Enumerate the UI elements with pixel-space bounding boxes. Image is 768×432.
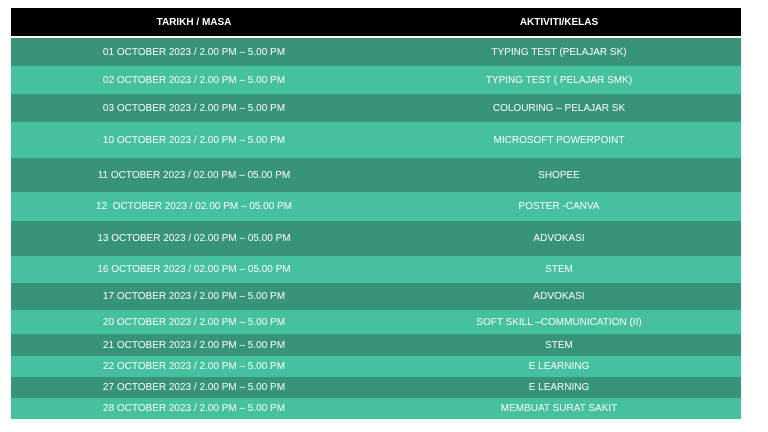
activity-cell: COLOURING – PELAJAR SK — [492, 102, 626, 114]
header-cell: AKTIVITI/KELAS — [519, 16, 599, 28]
activity-cell: E LEARNING — [528, 361, 590, 372]
date-cell: 20 OCTOBER 2023 / 2.00 PM – 5.00 PM — [102, 316, 286, 328]
activity-cell: TYPING TEST ( PELAJAR SMK) — [485, 74, 633, 86]
table-row: 12 OCTOBER 2023 / 02.00 PM – 05.00 PM POS… — [11, 192, 741, 221]
table-row: 21 OCTOBER 2023 / 2.00 PM – 5.00 PM STEM — [11, 334, 741, 356]
activity-cell: STEM — [545, 339, 573, 351]
date-cell: 27 OCTOBER 2023 / 2.00 PM – 5.00 PM — [102, 382, 286, 393]
activity-cell: SOFT SKILL –COMMUNICATION (II) — [476, 316, 642, 328]
table-row: 13 OCTOBER 2023 / 02.00 PM – 05.00 PM ADV… — [11, 221, 741, 256]
date-cell: 13 OCTOBER 2023 / 02.00 PM – 05.00 PM — [97, 233, 291, 244]
table-row: 27 OCTOBER 2023 / 2.00 PM – 5.00 PM E LEA… — [11, 377, 741, 398]
date-cell: 21 OCTOBER 2023 / 2.00 PM – 5.00 PM — [102, 339, 286, 351]
table-row: 03 OCTOBER 2023 / 2.00 PM – 5.00 PM COLOU… — [11, 94, 741, 122]
date-cell: 02 OCTOBER 2023 / 2.00 PM – 5.00 PM — [102, 74, 286, 86]
table-row: 22 OCTOBER 2023 / 2.00 PM – 5.00 PM E LEA… — [11, 356, 741, 377]
table-row: 16 OCTOBER 2023 / 02.00 PM – 05.00 PM STE… — [11, 256, 741, 283]
activity-cell: ADVOKASI — [533, 233, 585, 244]
date-cell: 01 OCTOBER 2023 / 2.00 PM – 5.00 PM — [102, 46, 286, 58]
table-row: 10 OCTOBER 2023 / 2.00 PM – 5.00 PM MICRO… — [11, 122, 741, 158]
activity-cell: E LEARNING — [528, 382, 590, 393]
table-row: 20 OCTOBER 2023 / 2.00 PM – 5.00 PM SOFT … — [11, 310, 741, 334]
table-row: 17 OCTOBER 2023 / 2.00 PM – 5.00 PM ADVOK… — [11, 283, 741, 310]
activity-cell: TYPING TEST (PELAJAR SK) — [491, 46, 627, 58]
date-cell: 17 OCTOBER 2023 / 2.00 PM – 5.00 PM — [102, 291, 286, 302]
date-cell: 03 OCTOBER 2023 / 2.00 PM – 5.00 PM — [102, 102, 286, 114]
activity-cell: STEM — [545, 264, 573, 275]
date-cell: 12 OCTOBER 2023 / 02.00 PM – 05.00 PM — [95, 201, 293, 212]
table-row: 01 OCTOBER 2023 / 2.00 PM – 5.00 PM TYPIN… — [11, 38, 741, 66]
date-cell: 22 OCTOBER 2023 / 2.00 PM – 5.00 PM — [102, 361, 286, 372]
activity-cell: POSTER -CANVA — [518, 201, 600, 212]
date-cell: 11 OCTOBER 2023 / 02.00 PM – 05.00 PM — [97, 169, 291, 181]
activity-cell: MEMBUAT SURAT SAKIT — [500, 403, 618, 414]
schedule-table: TARIKH / MASA AKTIVITI/KELAS 01 OCTOBER … — [11, 8, 741, 419]
header-cell: TARIKH / MASA — [156, 16, 232, 28]
table-row: 28 OCTOBER 2023 / 2.00 PM – 5.00 PM MEMBU… — [11, 398, 741, 419]
header-row: TARIKH / MASA AKTIVITI/KELAS — [11, 8, 741, 38]
table-row: 02 OCTOBER 2023 / 2.00 PM – 5.00 PM TYPIN… — [11, 66, 741, 94]
activity-cell: SHOPEE — [538, 169, 580, 181]
date-cell: 28 OCTOBER 2023 / 2.00 PM – 5.00 PM — [102, 403, 286, 414]
date-cell: 16 OCTOBER 2023 / 02.00 PM – 05.00 PM — [97, 264, 291, 275]
activity-cell: MICROSOFT POWERPOINT — [493, 134, 625, 146]
date-cell: 10 OCTOBER 2023 / 2.00 PM – 5.00 PM — [102, 134, 286, 146]
activity-cell: ADVOKASI — [533, 291, 585, 302]
table-row: 11 OCTOBER 2023 / 02.00 PM – 05.00 PM SHO… — [11, 158, 741, 192]
